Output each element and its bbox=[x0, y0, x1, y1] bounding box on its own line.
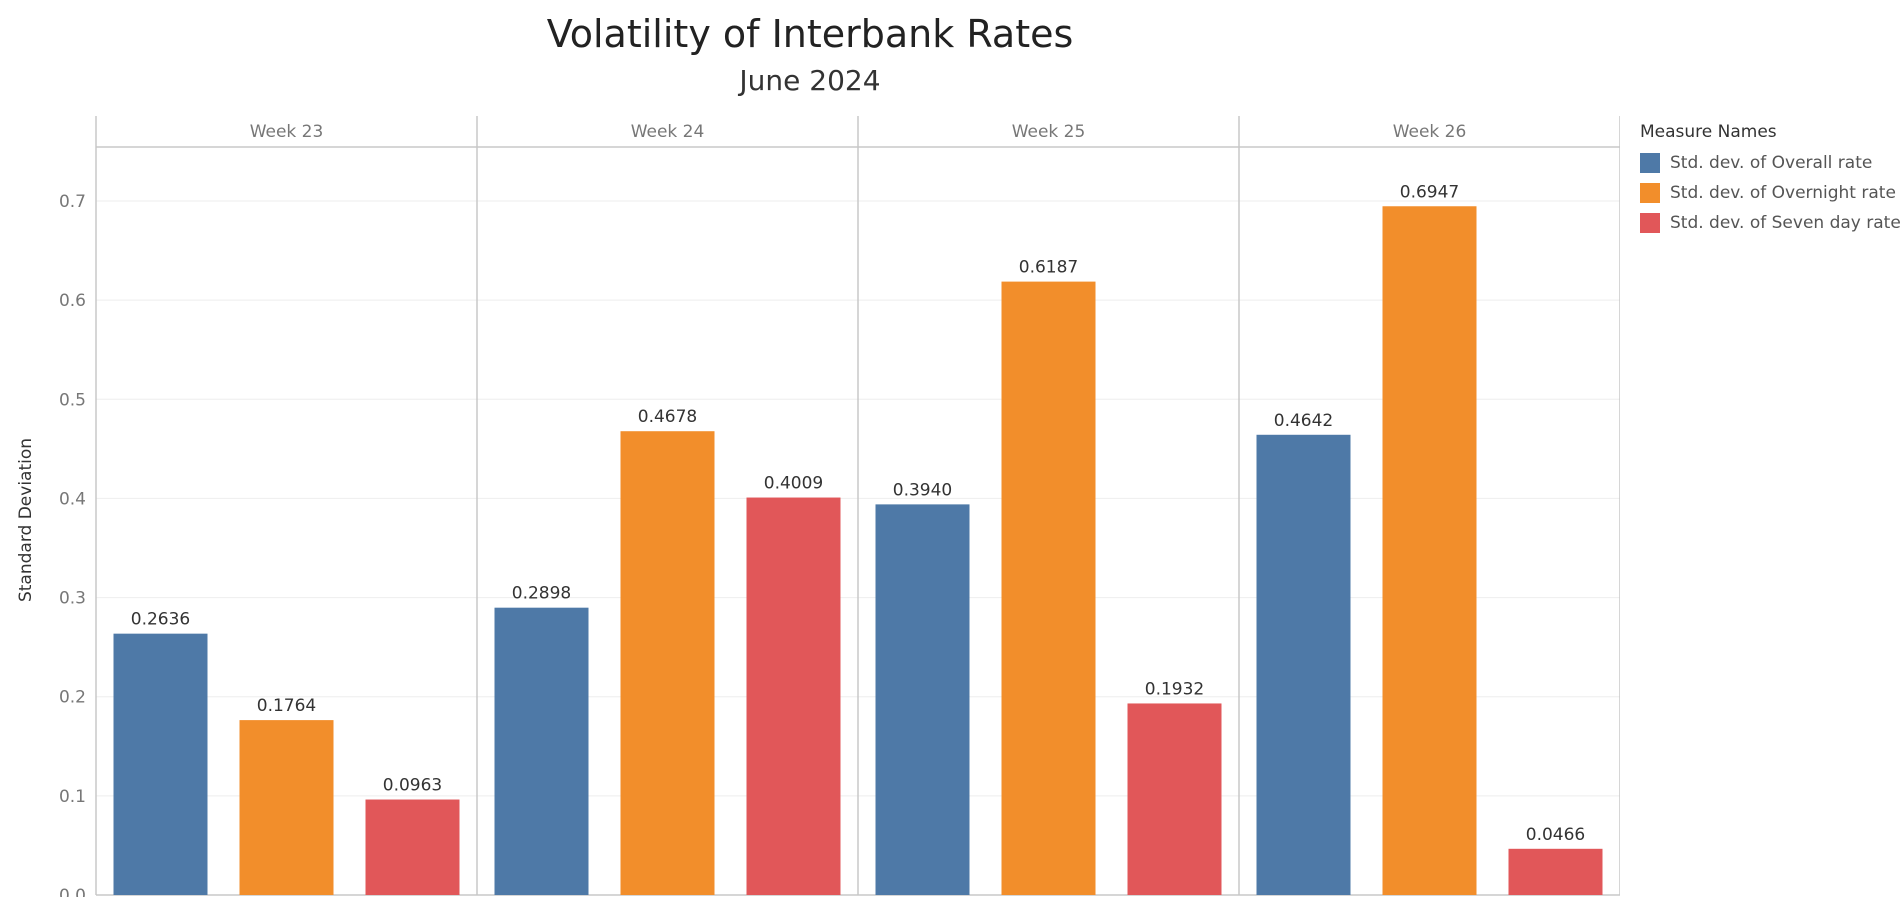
legend-swatch bbox=[1640, 183, 1660, 203]
bar-chart: 0.0 0.1 0.2 0.3 0.4 0.5 0.6 0.7 Standard Deviati… bbox=[16, 116, 1620, 897]
bar-value-label: 0.6187 bbox=[1019, 258, 1078, 278]
y-tick-label: 0.3 bbox=[59, 589, 86, 609]
bar-value-label: 0.4642 bbox=[1274, 411, 1333, 431]
bar-value-label: 0.1932 bbox=[1145, 679, 1204, 699]
bar bbox=[1001, 281, 1096, 895]
y-tick-label: 0.5 bbox=[59, 390, 86, 410]
bar bbox=[113, 633, 208, 895]
legend-label: Std. dev. of Overall rate bbox=[1670, 153, 1873, 173]
bar bbox=[1382, 206, 1477, 895]
legend-item: Std. dev. of Seven day rate bbox=[1640, 208, 1901, 238]
legend: Measure Names Std. dev. of Overall rate S… bbox=[1640, 122, 1901, 238]
bar-value-label: 0.4678 bbox=[638, 407, 697, 427]
panel-header-label: Week 26 bbox=[1393, 122, 1467, 142]
legend-title: Measure Names bbox=[1640, 122, 1777, 142]
y-tick-label: 0.7 bbox=[59, 192, 86, 212]
legend-label: Std. dev. of Overnight rate bbox=[1670, 183, 1896, 203]
bar-value-label: 0.4009 bbox=[764, 474, 823, 494]
legend-item: Std. dev. of Overnight rate bbox=[1640, 178, 1901, 208]
bar-value-label: 0.0466 bbox=[1526, 825, 1585, 845]
bar bbox=[365, 799, 460, 895]
bar-value-label: 0.6947 bbox=[1400, 182, 1459, 202]
bar bbox=[239, 720, 334, 895]
bar bbox=[1127, 703, 1222, 895]
y-tick-label: 0.0 bbox=[59, 886, 86, 897]
legend-label: Std. dev. of Seven day rate bbox=[1670, 213, 1901, 233]
bar-value-label: 0.2636 bbox=[131, 610, 190, 630]
bar bbox=[746, 497, 841, 895]
chart-subtitle: June 2024 bbox=[739, 64, 881, 97]
bar bbox=[620, 431, 715, 895]
panel-header-label: Week 23 bbox=[250, 122, 324, 142]
bar bbox=[1256, 434, 1351, 895]
legend-item: Std. dev. of Overall rate bbox=[1640, 148, 1901, 178]
legend-swatch bbox=[1640, 213, 1660, 233]
bar bbox=[875, 504, 970, 895]
bar-value-label: 0.2898 bbox=[512, 584, 571, 604]
y-tick-label: 0.2 bbox=[59, 688, 86, 708]
bar-value-label: 0.3940 bbox=[893, 480, 952, 500]
legend-swatch bbox=[1640, 153, 1660, 173]
bar-value-label: 0.1764 bbox=[257, 696, 316, 716]
y-tick-label: 0.6 bbox=[59, 291, 86, 311]
y-axis-title: Standard Deviation bbox=[16, 438, 36, 602]
panel-header-label: Week 25 bbox=[1012, 122, 1086, 142]
bar bbox=[1508, 848, 1603, 895]
panel-header-label: Week 24 bbox=[631, 122, 705, 142]
bar-value-label: 0.0963 bbox=[383, 776, 442, 796]
y-tick-label: 0.1 bbox=[59, 787, 86, 807]
bar bbox=[494, 607, 589, 895]
chart-title: Volatility of Interbank Rates bbox=[546, 12, 1074, 56]
y-tick-label: 0.4 bbox=[59, 489, 86, 509]
